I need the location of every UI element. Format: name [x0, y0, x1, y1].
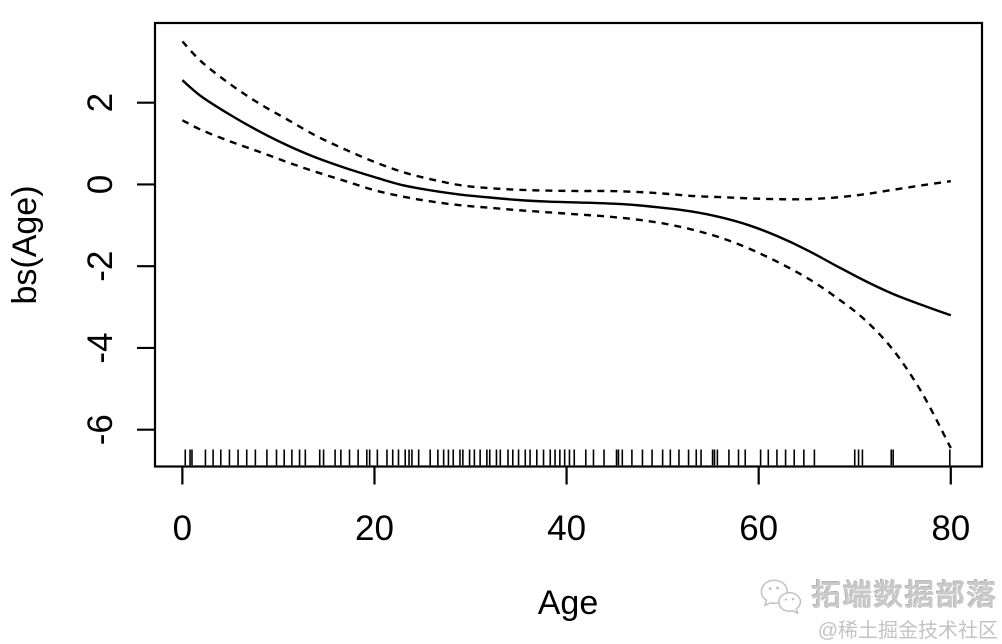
- y-tick-label: -2: [81, 251, 120, 282]
- x-tick-label: 80: [931, 509, 970, 548]
- lower-confidence-band-curve: [181, 119, 952, 449]
- wechat-chat-bubbles-icon: [760, 579, 802, 614]
- x-tick-label: 40: [547, 509, 586, 548]
- y-tick-label: -6: [81, 414, 120, 445]
- x-tick-label: 60: [739, 509, 778, 548]
- y-axis-title: bs(Age): [6, 185, 44, 304]
- y-tick-label: 0: [81, 175, 120, 194]
- y-axis: 2 0 -2 -4 -6: [81, 93, 155, 445]
- x-tick-label: 20: [355, 509, 394, 548]
- fit-and-confidence-curves: [181, 40, 952, 449]
- watermark-brand-line: 拓端数据部落: [758, 576, 998, 618]
- spline-fit-curve: [181, 79, 952, 317]
- y-tick-label: -4: [81, 332, 120, 363]
- x-axis-title: Age: [538, 584, 599, 622]
- plot-border: [153, 21, 984, 468]
- rug-marks: [184, 449, 951, 466]
- watermark-community-text: @稀土掘金技术社区: [817, 620, 998, 642]
- watermark-brand-text: 拓端数据部落: [811, 580, 998, 613]
- watermark: 拓端数据部落 @稀土掘金技术社区: [758, 576, 998, 642]
- upper-confidence-band-curve: [181, 40, 951, 201]
- x-axis: 0 20 40 60 80: [173, 466, 970, 548]
- y-tick-label: 2: [81, 93, 120, 112]
- x-tick-label: 0: [173, 509, 192, 548]
